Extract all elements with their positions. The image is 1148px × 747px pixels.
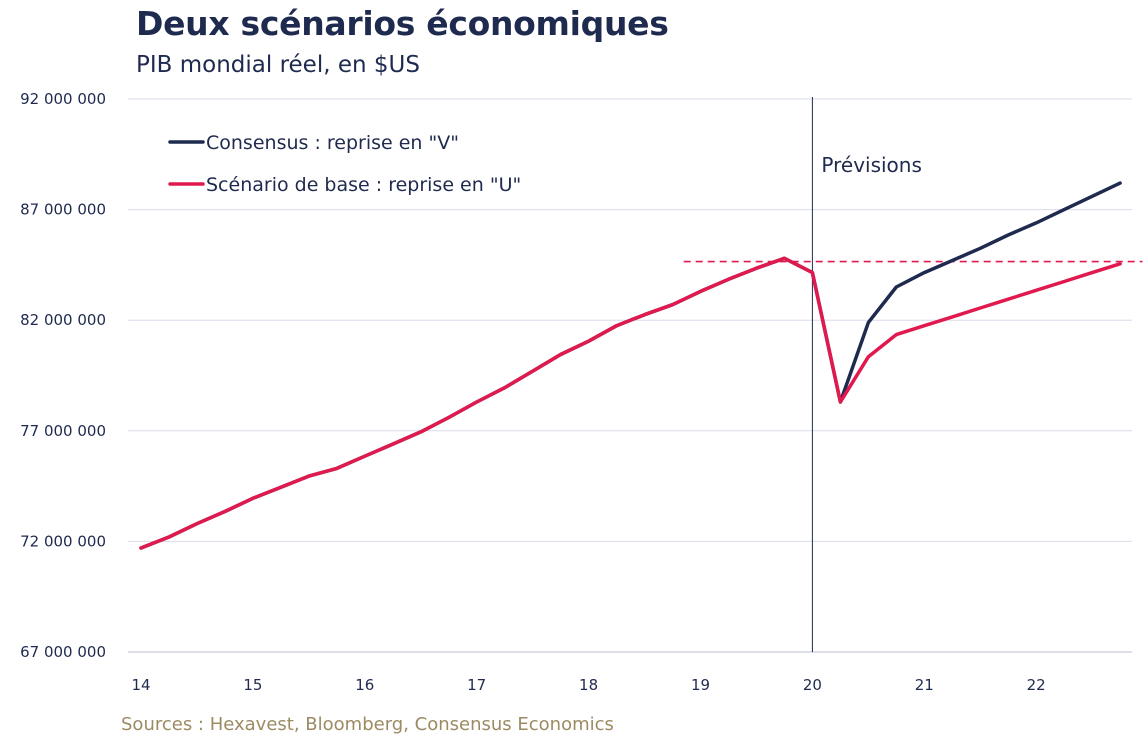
chart-title: Deux scénarios économiques bbox=[136, 4, 669, 43]
x-tick-label: 17 bbox=[467, 676, 486, 694]
x-tick-label: 14 bbox=[131, 676, 150, 694]
legend-label: Consensus : reprise en "V" bbox=[206, 132, 459, 154]
x-axis-ticks: 14 15 16 17 18 19 20 21 22 bbox=[131, 676, 1045, 694]
series-line-base-scenario bbox=[139, 256, 1122, 550]
x-tick-label: 16 bbox=[355, 676, 374, 694]
forecast-annotation: Prévisions bbox=[821, 153, 922, 177]
y-tick-label: 77 000 000 bbox=[20, 422, 106, 440]
source-note: Sources : Hexavest, Bloomberg, Consensus… bbox=[121, 714, 614, 735]
reference-lines bbox=[683, 97, 1143, 652]
x-tick-label: 18 bbox=[579, 676, 598, 694]
x-tick-label: 20 bbox=[803, 676, 822, 694]
legend-label: Scénario de base : reprise en "U" bbox=[206, 174, 521, 196]
series-line-consensus bbox=[139, 181, 1122, 550]
y-tick-label: 67 000 000 bbox=[20, 643, 106, 661]
x-tick-label: 22 bbox=[1027, 676, 1046, 694]
y-tick-label: 92 000 000 bbox=[20, 90, 106, 108]
x-tick-label: 19 bbox=[691, 676, 710, 694]
y-tick-label: 87 000 000 bbox=[20, 201, 106, 219]
x-tick-label: 21 bbox=[915, 676, 934, 694]
series-lines bbox=[139, 181, 1122, 550]
chart-subtitle: PIB mondial réel, en $US bbox=[136, 52, 420, 78]
y-tick-label: 72 000 000 bbox=[20, 532, 106, 550]
y-tick-label: 82 000 000 bbox=[20, 311, 106, 329]
y-axis-ticks: 67 000 000 72 000 000 77 000 000 82 000 000… bbox=[20, 90, 106, 661]
legend: Consensus : reprise en "V" Scénario de ba… bbox=[168, 132, 521, 196]
x-tick-label: 15 bbox=[243, 676, 262, 694]
